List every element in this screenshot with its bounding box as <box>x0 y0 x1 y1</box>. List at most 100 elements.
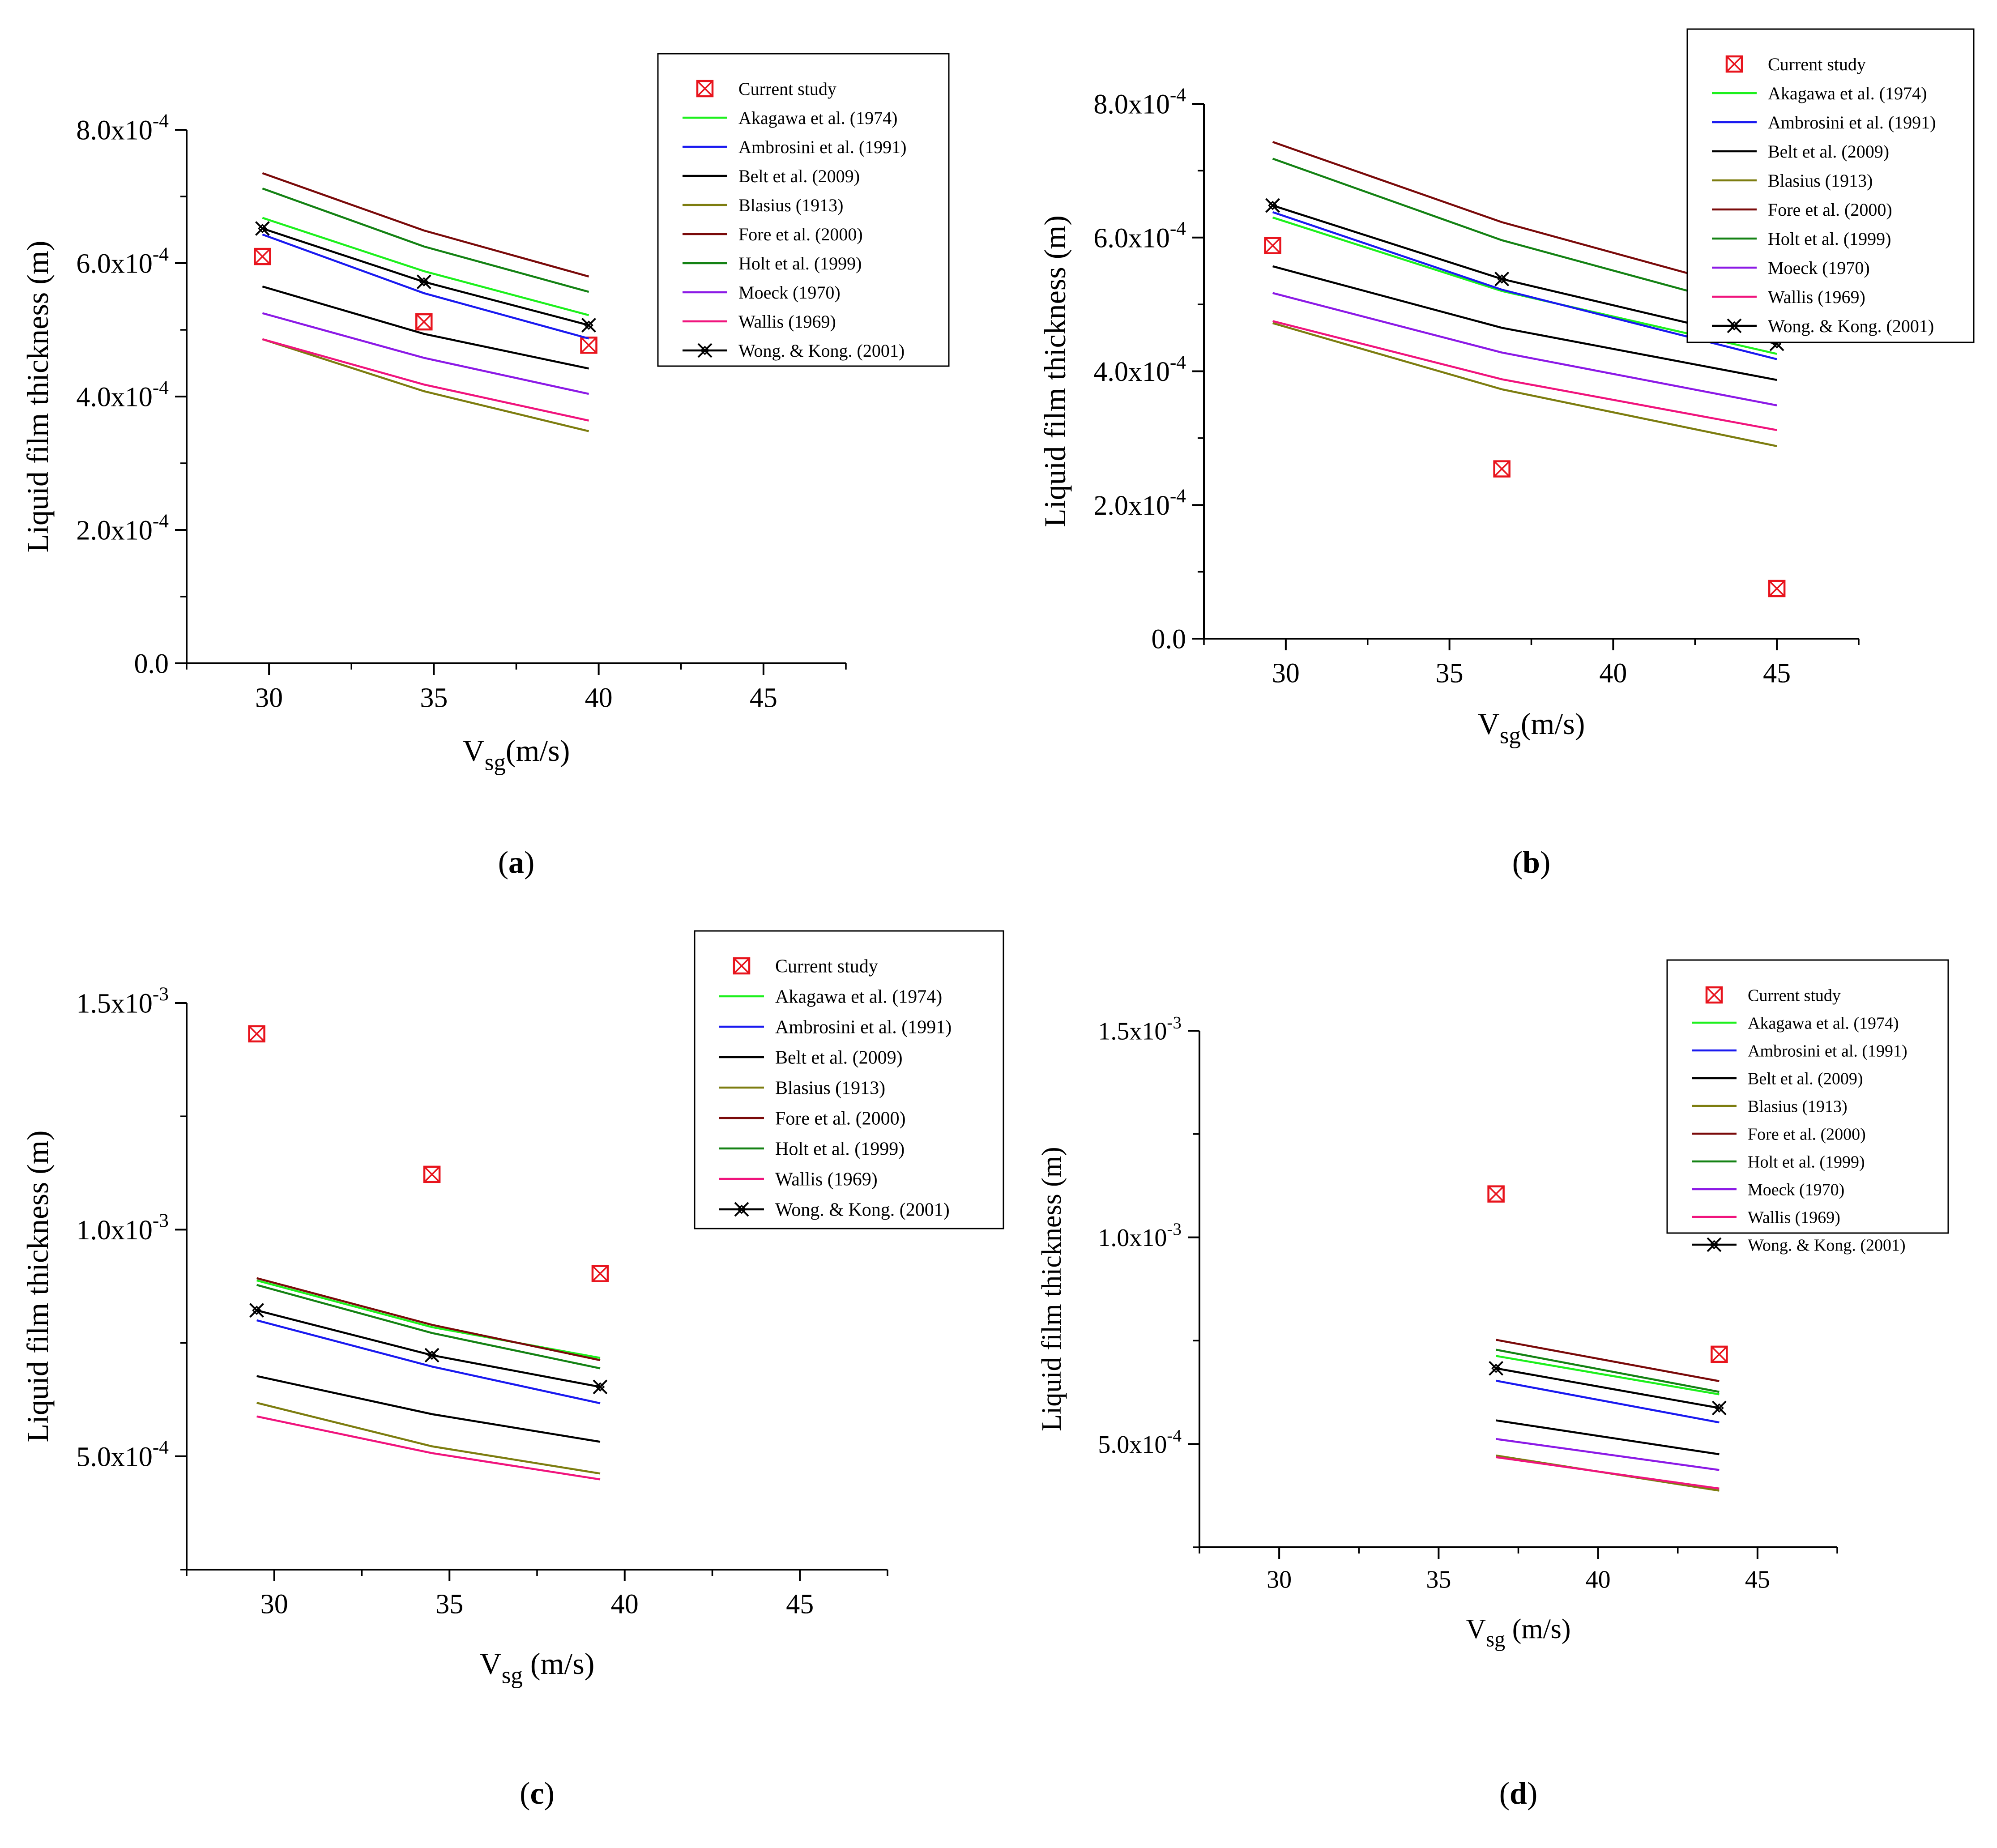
series-line <box>256 1277 601 1361</box>
series <box>1272 292 1777 406</box>
series <box>1272 141 1777 299</box>
legend-label: Akagawa et al. (1974) <box>738 108 897 128</box>
legend-box <box>1686 28 1975 343</box>
x-axis-label: Vsg (m/s) <box>480 1647 595 1688</box>
data-point <box>581 318 596 333</box>
series-line <box>1496 1419 1720 1455</box>
series-line <box>1272 141 1777 299</box>
legend-item: Ambrosini et al. (1991) <box>719 1017 952 1038</box>
data-point <box>591 1265 609 1282</box>
legend-label: Blasius (1913) <box>738 195 843 215</box>
series <box>1496 1438 1720 1471</box>
legend-label: Moeck (1970) <box>738 282 841 303</box>
x-axis-label: Vsg(m/s) <box>1478 707 1585 748</box>
y-tick-label: 8.0x10-4 <box>1093 84 1186 120</box>
legend-item: Belt et al. (2009) <box>719 1048 903 1068</box>
y-axis-label: Liquid film thickness (m) <box>1038 215 1072 527</box>
legend-item: Current study <box>1705 986 1841 1005</box>
legend-item: Holt et al. (1999) <box>1692 1152 1865 1171</box>
data-point <box>424 1348 440 1363</box>
x-axis-label: Vsg (m/s) <box>1466 1614 1570 1652</box>
legend-box <box>657 53 950 367</box>
x-tick-label: 45 <box>786 1589 814 1619</box>
series <box>1496 1379 1720 1424</box>
legend-marker <box>696 80 714 98</box>
legend-label: Fore et al. (2000) <box>1748 1125 1866 1144</box>
series-line <box>256 1319 601 1404</box>
legend-marker <box>733 957 751 975</box>
x-tick-label: 30 <box>1272 658 1300 688</box>
series-line <box>262 227 589 326</box>
series <box>262 217 589 316</box>
legend-marker <box>1727 318 1742 333</box>
legend-label: Wong. & Kong. (2001) <box>1768 316 1934 336</box>
y-tick-label: 1.0x10-3 <box>76 1210 169 1246</box>
x-tick-label: 40 <box>611 1589 639 1619</box>
series-line <box>1496 1355 1720 1396</box>
x-tick-label: 35 <box>420 683 448 713</box>
series <box>1264 237 1786 598</box>
series-line <box>1272 216 1777 355</box>
x-tick-label: 30 <box>255 683 283 713</box>
x-axis-label: Vsg(m/s) <box>463 734 570 775</box>
data-point <box>593 1379 608 1395</box>
legend-marker <box>697 343 713 358</box>
series-line <box>256 1402 601 1475</box>
series-line <box>262 338 589 432</box>
series <box>262 233 589 340</box>
series-line <box>1496 1349 1720 1393</box>
legend-item: Ambrosini et al. (1991) <box>1692 1041 1907 1060</box>
series-line <box>1496 1339 1720 1383</box>
legend-label: Belt et al. (2009) <box>1768 141 1889 162</box>
x-tick-label: 40 <box>585 683 613 713</box>
x-tick-label: 30 <box>1267 1566 1292 1593</box>
series <box>1272 158 1777 316</box>
legend-label: Wallis (1969) <box>738 312 836 332</box>
panel-label: (b) <box>1512 845 1551 880</box>
legend-item: Ambrosini et al. (1991) <box>683 137 907 157</box>
panel-label: (d) <box>1499 1776 1538 1811</box>
legend-item: Current study <box>733 956 878 977</box>
x-tick-label: 40 <box>1599 658 1627 688</box>
legend-item: Wong. & Kong. (2001) <box>1712 316 1934 336</box>
x-tick-label: 35 <box>435 1589 463 1619</box>
legend-item: Moeck (1970) <box>1712 258 1870 278</box>
legend: Current study Akagawa et al. (1974) Ambros… <box>694 930 1004 1229</box>
series <box>262 285 589 370</box>
legend-item: Blasius (1913) <box>719 1078 885 1099</box>
series <box>262 312 589 395</box>
legend-item: Fore et al. (2000) <box>683 224 863 244</box>
legend-label: Moeck (1970) <box>1768 258 1870 278</box>
legend-label: Holt et al. (1999) <box>1748 1152 1865 1171</box>
series <box>256 1375 601 1443</box>
series <box>254 248 597 354</box>
legend-label: Belt et al. (2009) <box>738 166 860 186</box>
legend-item: Current study <box>1725 54 1866 74</box>
y-tick-label: 6.0x10-4 <box>1093 218 1186 254</box>
y-tick-label: 1.5x10-3 <box>76 983 169 1019</box>
legend: Current study Akagawa et al. (1974) Ambros… <box>657 53 950 367</box>
legend-item: Akagawa et al. (1974) <box>719 987 942 1007</box>
data-point <box>1711 1400 1727 1416</box>
legend-marker <box>1725 55 1743 73</box>
data-point <box>423 1165 441 1183</box>
data-point <box>254 248 271 265</box>
legend-label: Holt et al. (1999) <box>738 253 862 273</box>
series <box>1496 1339 1720 1383</box>
legend-box <box>1666 959 1949 1234</box>
legend-label: Wallis (1969) <box>1748 1208 1840 1227</box>
legend-item: Ambrosini et al. (1991) <box>1712 112 1936 132</box>
chart-panel-b: 30 35 40 45 0.0 2.0x10-4 4.0x10-4 6.0x10-4 8.0x1… <box>1038 28 1975 880</box>
data-point <box>249 1303 265 1318</box>
legend-label: Current study <box>1768 54 1866 74</box>
legend-item: Akagawa et al. (1974) <box>1712 83 1927 103</box>
data-point <box>255 221 270 236</box>
legend-label: Wong. & Kong. (2001) <box>738 341 905 361</box>
data-point <box>416 274 431 290</box>
legend-item: Holt et al. (1999) <box>719 1139 905 1160</box>
legend-label: Holt et al. (1999) <box>1768 229 1891 249</box>
legend-label: Current study <box>738 79 836 99</box>
legend-label: Holt et al. (1999) <box>775 1139 905 1160</box>
y-tick-label: 2.0x10-4 <box>1093 485 1186 521</box>
legend-item: Fore et al. (2000) <box>1692 1125 1866 1144</box>
